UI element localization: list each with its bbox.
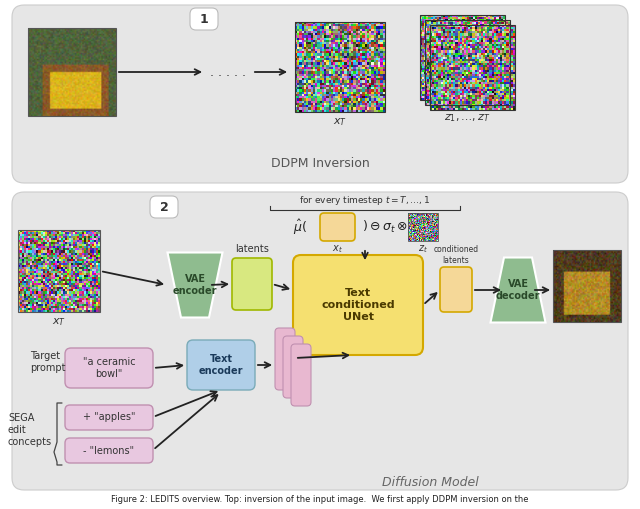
Text: - "lemons": - "lemons" [83, 445, 134, 456]
Text: 2: 2 [159, 201, 168, 213]
Text: $z_t$: $z_t$ [418, 243, 428, 255]
Text: $z_1,\ldots,z_T$: $z_1,\ldots,z_T$ [444, 112, 491, 124]
FancyBboxPatch shape [283, 336, 303, 398]
Text: $x_T$: $x_T$ [52, 316, 66, 328]
FancyBboxPatch shape [12, 5, 628, 183]
FancyBboxPatch shape [275, 328, 295, 390]
FancyBboxPatch shape [291, 344, 311, 406]
FancyBboxPatch shape [190, 8, 218, 30]
Text: conditioned
latents: conditioned latents [433, 245, 479, 265]
Text: + "apples": + "apples" [83, 412, 135, 422]
Bar [408, 213, 438, 241]
Text: Target
prompt: Target prompt [30, 351, 65, 373]
FancyBboxPatch shape [440, 267, 472, 312]
Bar [420, 15, 505, 100]
Text: $)\ominus\sigma_t\otimes$: $)\ominus\sigma_t\otimes$ [362, 219, 408, 235]
Text: $x_T$: $x_T$ [333, 116, 347, 128]
FancyBboxPatch shape [150, 196, 178, 218]
Text: Diffusion Model: Diffusion Model [381, 475, 478, 489]
Bar [18, 230, 100, 312]
Polygon shape [168, 252, 223, 318]
Text: Text
encoder: Text encoder [199, 354, 243, 376]
Bar [425, 20, 510, 105]
Bar [553, 250, 621, 322]
Text: VAE
encoder: VAE encoder [173, 274, 217, 296]
Text: $\hat{\mu}($: $\hat{\mu}($ [293, 217, 307, 237]
FancyBboxPatch shape [65, 405, 153, 430]
Text: $x_t$: $x_t$ [332, 243, 343, 255]
Text: Figure 2: LEDITS overview. Top: inversion of the input image.  We first apply DD: Figure 2: LEDITS overview. Top: inversio… [111, 495, 529, 503]
Text: latents: latents [235, 244, 269, 254]
FancyBboxPatch shape [293, 255, 423, 355]
Text: Text
conditioned
UNet: Text conditioned UNet [321, 289, 395, 322]
FancyBboxPatch shape [12, 192, 628, 490]
FancyBboxPatch shape [65, 438, 153, 463]
Text: "a ceramic
bowl": "a ceramic bowl" [83, 357, 135, 379]
Text: 1: 1 [200, 13, 209, 25]
Text: SEGA
edit
concepts: SEGA edit concepts [8, 413, 52, 446]
Bar [28, 28, 116, 116]
Bar [430, 25, 515, 110]
Text: . . . . .: . . . . . [210, 66, 246, 78]
Text: for every timestep $t = T,\ldots,1$: for every timestep $t = T,\ldots,1$ [300, 193, 431, 207]
FancyBboxPatch shape [232, 258, 272, 310]
FancyBboxPatch shape [187, 340, 255, 390]
Polygon shape [490, 258, 545, 323]
FancyBboxPatch shape [65, 348, 153, 388]
Text: VAE
decoder: VAE decoder [496, 279, 540, 301]
FancyBboxPatch shape [320, 213, 355, 241]
Text: DDPM Inversion: DDPM Inversion [271, 156, 369, 169]
Bar [295, 22, 385, 112]
